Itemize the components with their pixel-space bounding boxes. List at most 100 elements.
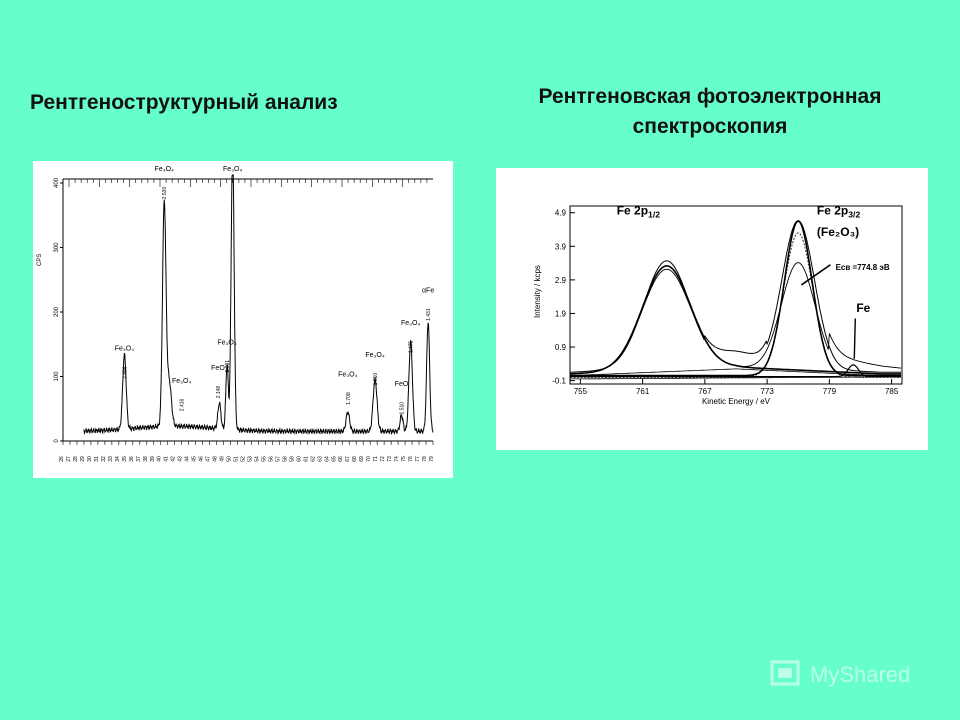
xrd-peak-phase-label: Fe₃O₄ [115, 346, 134, 353]
xrd-x-tick-label: 77 [415, 456, 421, 462]
xps-label-binding-energy: Eсв =774.8 эВ [836, 263, 890, 272]
watermark: MyShared [768, 656, 948, 696]
xrd-y-tick-label: 0 [54, 439, 60, 443]
xps-baseline [570, 376, 901, 380]
xrd-chart-panel: CPS 0 100 200 300 400 26 27 28 29 30 31 32 33 34 35 36 37… [33, 161, 453, 478]
watermark-text: MyShared [810, 662, 911, 687]
xrd-x-tick-label: 44 [185, 456, 191, 462]
title-xps-line2: спектроскопия [632, 115, 788, 138]
xps-fe-metal-peak [570, 364, 901, 378]
xrd-x-tick-label: 68 [352, 456, 358, 462]
xrd-x-tick-label: 57 [275, 456, 281, 462]
xps-label-fe: Fe [856, 301, 870, 315]
xrd-x-tick-label: 36 [129, 456, 135, 462]
xrd-x-tick-label: 30 [87, 456, 93, 462]
xrd-x-tick-label: 70 [366, 456, 372, 462]
xps-chart-panel: 4.9 3.9 2.9 1.9 0.9 -0.1 755 761 767 773 779 785 Kin… [496, 168, 928, 450]
xps-sum-fit [569, 262, 902, 375]
xps-experimental-spectrum [570, 220, 901, 373]
xps-eb-pointer [800, 264, 831, 286]
xrd-peak-d-label: 2.956 [122, 366, 128, 379]
title-xrd: Рентгеноструктурный анализ [30, 91, 338, 114]
xps-x-tick-label: 785 [885, 387, 899, 396]
xps-y-tick-label: 1.9 [555, 309, 567, 318]
xrd-x-tick-label: 69 [359, 456, 365, 462]
xrd-x-tick-label: 26 [59, 456, 65, 462]
xrd-x-tick-label: 31 [94, 456, 100, 462]
xrd-peak-phase-label: FeO [211, 365, 225, 372]
xrd-peak-phase-label: Fe₃O₄ [172, 378, 191, 385]
xrd-y-tick-label: 100 [54, 371, 60, 382]
xrd-y-tick-label: 300 [54, 242, 60, 253]
xrd-y-label: CPS [37, 254, 43, 266]
xrd-peak-d-label: 1.431 [426, 308, 432, 321]
xrd-peak-phase-label: Fe₃O₄ [401, 320, 420, 327]
xrd-x-tick-label: 74 [394, 456, 400, 462]
xrd-x-tick-label: 28 [73, 456, 79, 462]
xrd-peak-d-label: 1.708 [346, 392, 352, 405]
xrd-peak-d-label: 2.416 [180, 398, 186, 411]
xps-peak-fe2p32-fit [570, 220, 901, 377]
xps-y-label: Intensity / kcps [533, 265, 542, 318]
xrd-peak-phase-label: Fe₃O₄ [365, 352, 384, 359]
xrd-x-tick-label: 41 [164, 456, 170, 462]
xrd-x-tick-label: 32 [101, 456, 107, 462]
xrd-x-tick-label: 40 [157, 456, 163, 462]
xrd-x-tick-label: 76 [408, 456, 414, 462]
xps-x-tick-label: 773 [760, 387, 774, 396]
xps-y-tick-label: 2.9 [555, 276, 567, 285]
xrd-diffractogram-line [83, 174, 434, 436]
xrd-x-tick-label: 38 [143, 456, 149, 462]
xrd-x-tick-label: 34 [115, 456, 121, 462]
xps-background-line [570, 368, 901, 376]
xrd-x-tick-label: 58 [282, 456, 288, 462]
xps-plot-frame [569, 205, 903, 385]
xrd-y-tick-label: 200 [54, 306, 60, 317]
xrd-x-tick-label: 78 [422, 456, 428, 462]
xrd-x-tick-label: 51 [234, 456, 240, 462]
xrd-chart: CPS 0 100 200 300 400 26 27 28 29 30 31 32 33 34 35 36 37… [37, 166, 435, 462]
xrd-peak-phase-label: αFe [422, 288, 434, 295]
xrd-x-tick-label: 47 [206, 456, 212, 462]
xrd-y-tick-label: 400 [54, 177, 60, 188]
xrd-peak-phase-label: Fe₃O₄ [217, 339, 236, 346]
xps-x-tick-label: 761 [636, 387, 650, 396]
xrd-x-tick-label: 79 [429, 456, 435, 462]
xrd-peak-phase-label: FeO [395, 381, 409, 388]
xrd-x-tick-label: 72 [380, 456, 386, 462]
xrd-peak-phase-label: Fe₃O₄ [155, 166, 174, 173]
xps-y-tick-label: 0.9 [555, 343, 567, 352]
xrd-peak-phase-label: Fe₃O₄ [223, 166, 242, 173]
xps-x-tick-label: 767 [698, 387, 712, 396]
xps-chart: 4.9 3.9 2.9 1.9 0.9 -0.1 755 761 767 773 779 785 Kin… [533, 203, 903, 406]
xrd-peak-d-label: 1.475 [409, 340, 415, 353]
watermark-logo-icon [770, 660, 800, 686]
xrd-x-tick-label: 61 [303, 456, 309, 462]
xrd-x-tick-label: 56 [268, 456, 274, 462]
xrd-x-tick-label: 63 [317, 456, 323, 462]
xps-fe2o3-component [570, 232, 901, 378]
xps-x-tick-label: 779 [823, 387, 837, 396]
xps-fe-pointer [853, 318, 857, 359]
xrd-x-tick-label: 55 [261, 456, 267, 462]
xrd-x-tick-label: 48 [213, 456, 219, 462]
xrd-peak-d-label: 2.091 [225, 360, 231, 373]
xrd-x-tick-label: 73 [387, 456, 393, 462]
xrd-x-tick-label: 60 [296, 456, 302, 462]
xps-label-fe2o3: (Fe₂O₃) [817, 225, 859, 239]
xrd-peak-d-label: 2.530 [162, 187, 168, 200]
xrd-peak-d-label: 1.610 [373, 373, 379, 386]
title-xps: Рентгеновская фотоэлектронная спектроско… [470, 82, 950, 142]
xrd-x-tick-label: 53 [247, 456, 253, 462]
xrd-x-tick-label: 39 [150, 456, 156, 462]
xrd-x-tick-label: 59 [289, 456, 295, 462]
xrd-x-tick-label: 75 [401, 456, 407, 462]
xrd-peak-phase-label: Fe₃O₄ [338, 372, 357, 379]
xrd-x-tick-label: 62 [310, 456, 316, 462]
xrd-x-tick-label: 71 [373, 456, 379, 462]
xrd-x-tick-label: 43 [178, 456, 184, 462]
xrd-x-tick-label: 67 [345, 456, 351, 462]
xrd-x-tick-label: 27 [66, 456, 72, 462]
xps-y-tick-label: 4.9 [555, 209, 567, 218]
xps-y-tick-label: 3.9 [555, 242, 567, 251]
